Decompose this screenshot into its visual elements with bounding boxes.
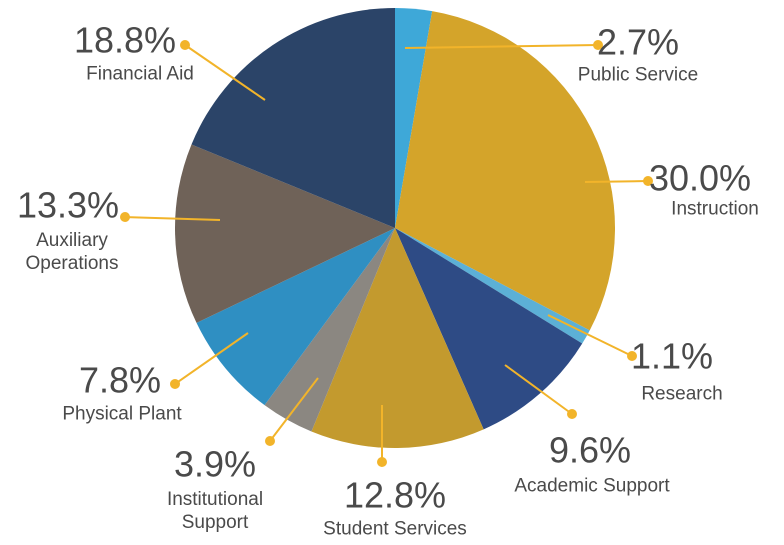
category-label: Academic Support — [514, 476, 669, 499]
leader-dot — [120, 212, 130, 222]
category-label: Financial Aid — [86, 64, 194, 87]
category-label: Public Service — [578, 65, 698, 88]
leader-line — [585, 181, 648, 182]
value-label: 1.1% — [631, 334, 713, 377]
leader-dot — [170, 379, 180, 389]
category-label: Student Services — [323, 519, 467, 542]
value-label: 9.6% — [549, 428, 631, 471]
category-label: Research — [641, 384, 722, 407]
value-label: 18.8% — [74, 18, 176, 61]
category-label: Auxiliary Operations — [7, 230, 137, 276]
value-label: 30.0% — [649, 156, 751, 199]
value-label: 2.7% — [597, 20, 679, 63]
value-label: 12.8% — [344, 473, 446, 516]
category-label: Instruction — [671, 199, 759, 222]
leader-dot — [265, 436, 275, 446]
leader-dot — [567, 409, 577, 419]
value-label: 3.9% — [174, 442, 256, 485]
leader-dot — [377, 457, 387, 467]
chart: 2.7%Public Service 30.0%Instruction 1.1% Re… — [0, 0, 784, 545]
value-label: 7.8% — [79, 358, 161, 401]
leader-dot — [180, 40, 190, 50]
category-label: Institutional Support — [150, 489, 280, 535]
category-label: Physical Plant — [62, 404, 181, 427]
value-label: 13.3% — [17, 183, 119, 226]
